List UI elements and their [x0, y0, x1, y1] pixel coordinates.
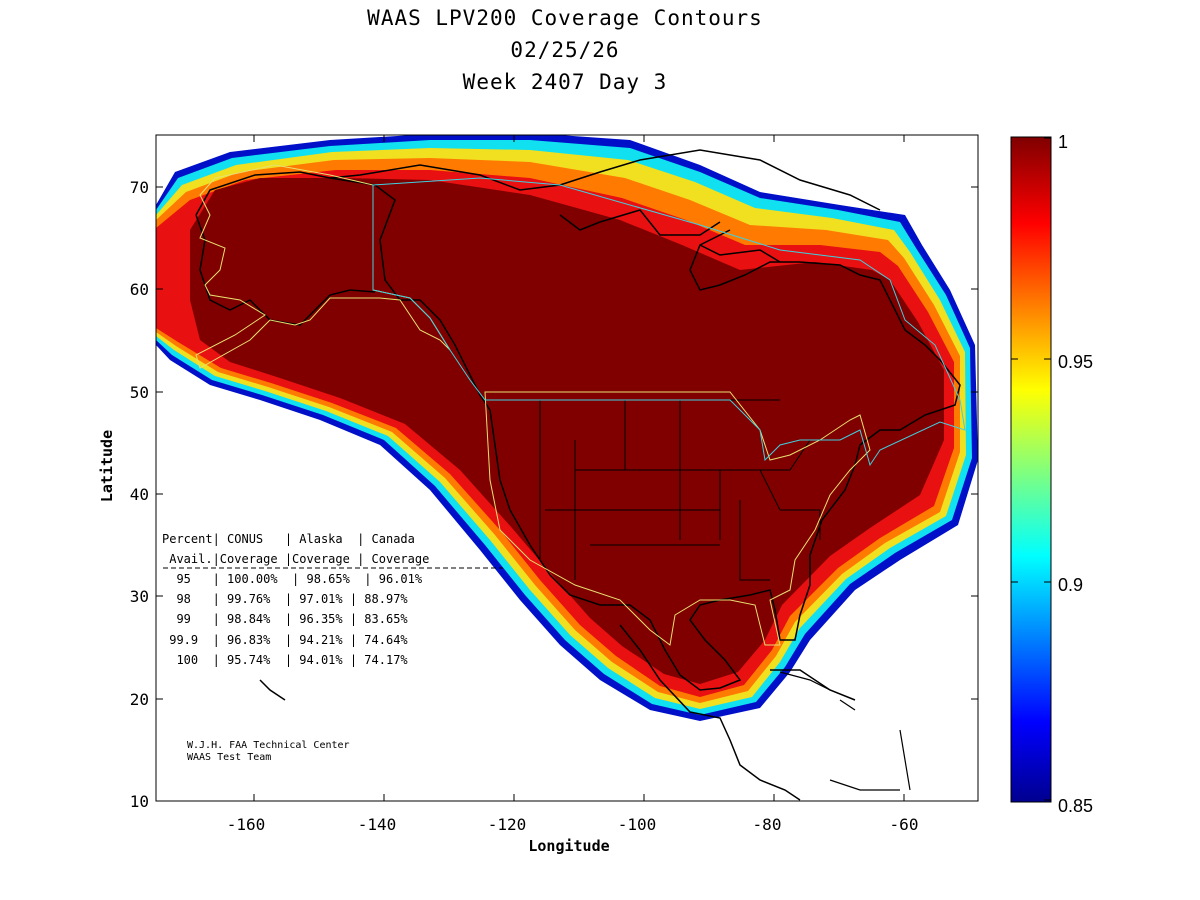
y-tick: 10: [130, 792, 149, 811]
chart-title: WAAS LPV200 Coverage Contours: [367, 6, 763, 30]
caribbean-islands: [779, 671, 911, 791]
x-tick: -160: [227, 815, 266, 834]
y-tick: 40: [130, 485, 149, 504]
region-boundaries: [195, 164, 966, 646]
axis-ticks: [156, 135, 978, 801]
contour-1.00: [190, 178, 944, 684]
x-tick: -80: [753, 815, 782, 834]
coverage-contours: [156, 135, 978, 801]
table-row: 98 | 99.76% | 97.01% | 88.97%: [162, 592, 408, 606]
table-header-2: Avail.|Coverage |Coverage | Coverage: [162, 552, 429, 566]
x-tick-labels: -160 -140 -120 -100 -80 -60: [227, 815, 919, 834]
y-tick: 50: [130, 383, 149, 402]
colorbar-tick-label: 0.85: [1058, 796, 1093, 816]
x-axis-label: Longitude: [528, 837, 609, 855]
conus-boundary: [484, 391, 871, 646]
chart-date: 02/25/26: [510, 38, 620, 62]
y-tick: 20: [130, 690, 149, 709]
x-tick: -140: [358, 815, 397, 834]
x-tick: -120: [488, 815, 527, 834]
credit-line-1: W.J.H. FAA Technical Center: [187, 740, 350, 751]
colorbar: [1010, 136, 1052, 803]
colorbar-tick-label: 0.9: [1058, 575, 1083, 595]
y-tick: 60: [130, 280, 149, 299]
credit-line-2: WAAS Test Team: [187, 752, 271, 763]
colorbar-tick-label: 1: [1058, 132, 1068, 152]
coastlines: [195, 149, 961, 801]
chart-week-day: Week 2407 Day 3: [462, 70, 668, 94]
table-header-1: Percent| CONUS | Alaska | Canada: [162, 532, 415, 546]
table-row: 99.9 | 96.83% | 94.21% | 74.64%: [162, 633, 408, 647]
table-row: 95 | 100.00% | 98.65% | 96.01%: [162, 572, 423, 586]
canada-boundary: [372, 177, 966, 467]
plot-frame: [155, 134, 979, 802]
y-tick: 70: [130, 178, 149, 197]
y-tick-labels: 70 60 50 40 30 20 10: [130, 178, 149, 811]
x-tick: -60: [890, 815, 919, 834]
table-row: 100 | 95.74% | 94.01% | 74.17%: [162, 653, 408, 667]
y-axis-label: Latitude: [98, 430, 116, 502]
x-tick: -100: [618, 815, 657, 834]
y-tick: 30: [130, 587, 149, 606]
table-row: 99 | 98.84% | 96.35% | 83.65%: [162, 612, 408, 626]
colorbar-ticks: [1011, 137, 1051, 801]
coverage-table: Percent| CONUS | Alaska | Canada Avail.|…: [162, 532, 503, 667]
colorbar-tick-label: 0.95: [1058, 352, 1093, 372]
